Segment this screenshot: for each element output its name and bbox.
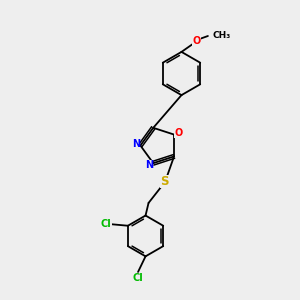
Text: N: N (145, 160, 153, 170)
Text: Cl: Cl (101, 219, 112, 229)
Text: S: S (160, 176, 169, 188)
Text: N: N (132, 139, 140, 149)
Text: Cl: Cl (133, 273, 143, 283)
Text: CH₃: CH₃ (212, 31, 231, 40)
Text: O: O (174, 128, 183, 138)
Text: O: O (192, 35, 201, 46)
